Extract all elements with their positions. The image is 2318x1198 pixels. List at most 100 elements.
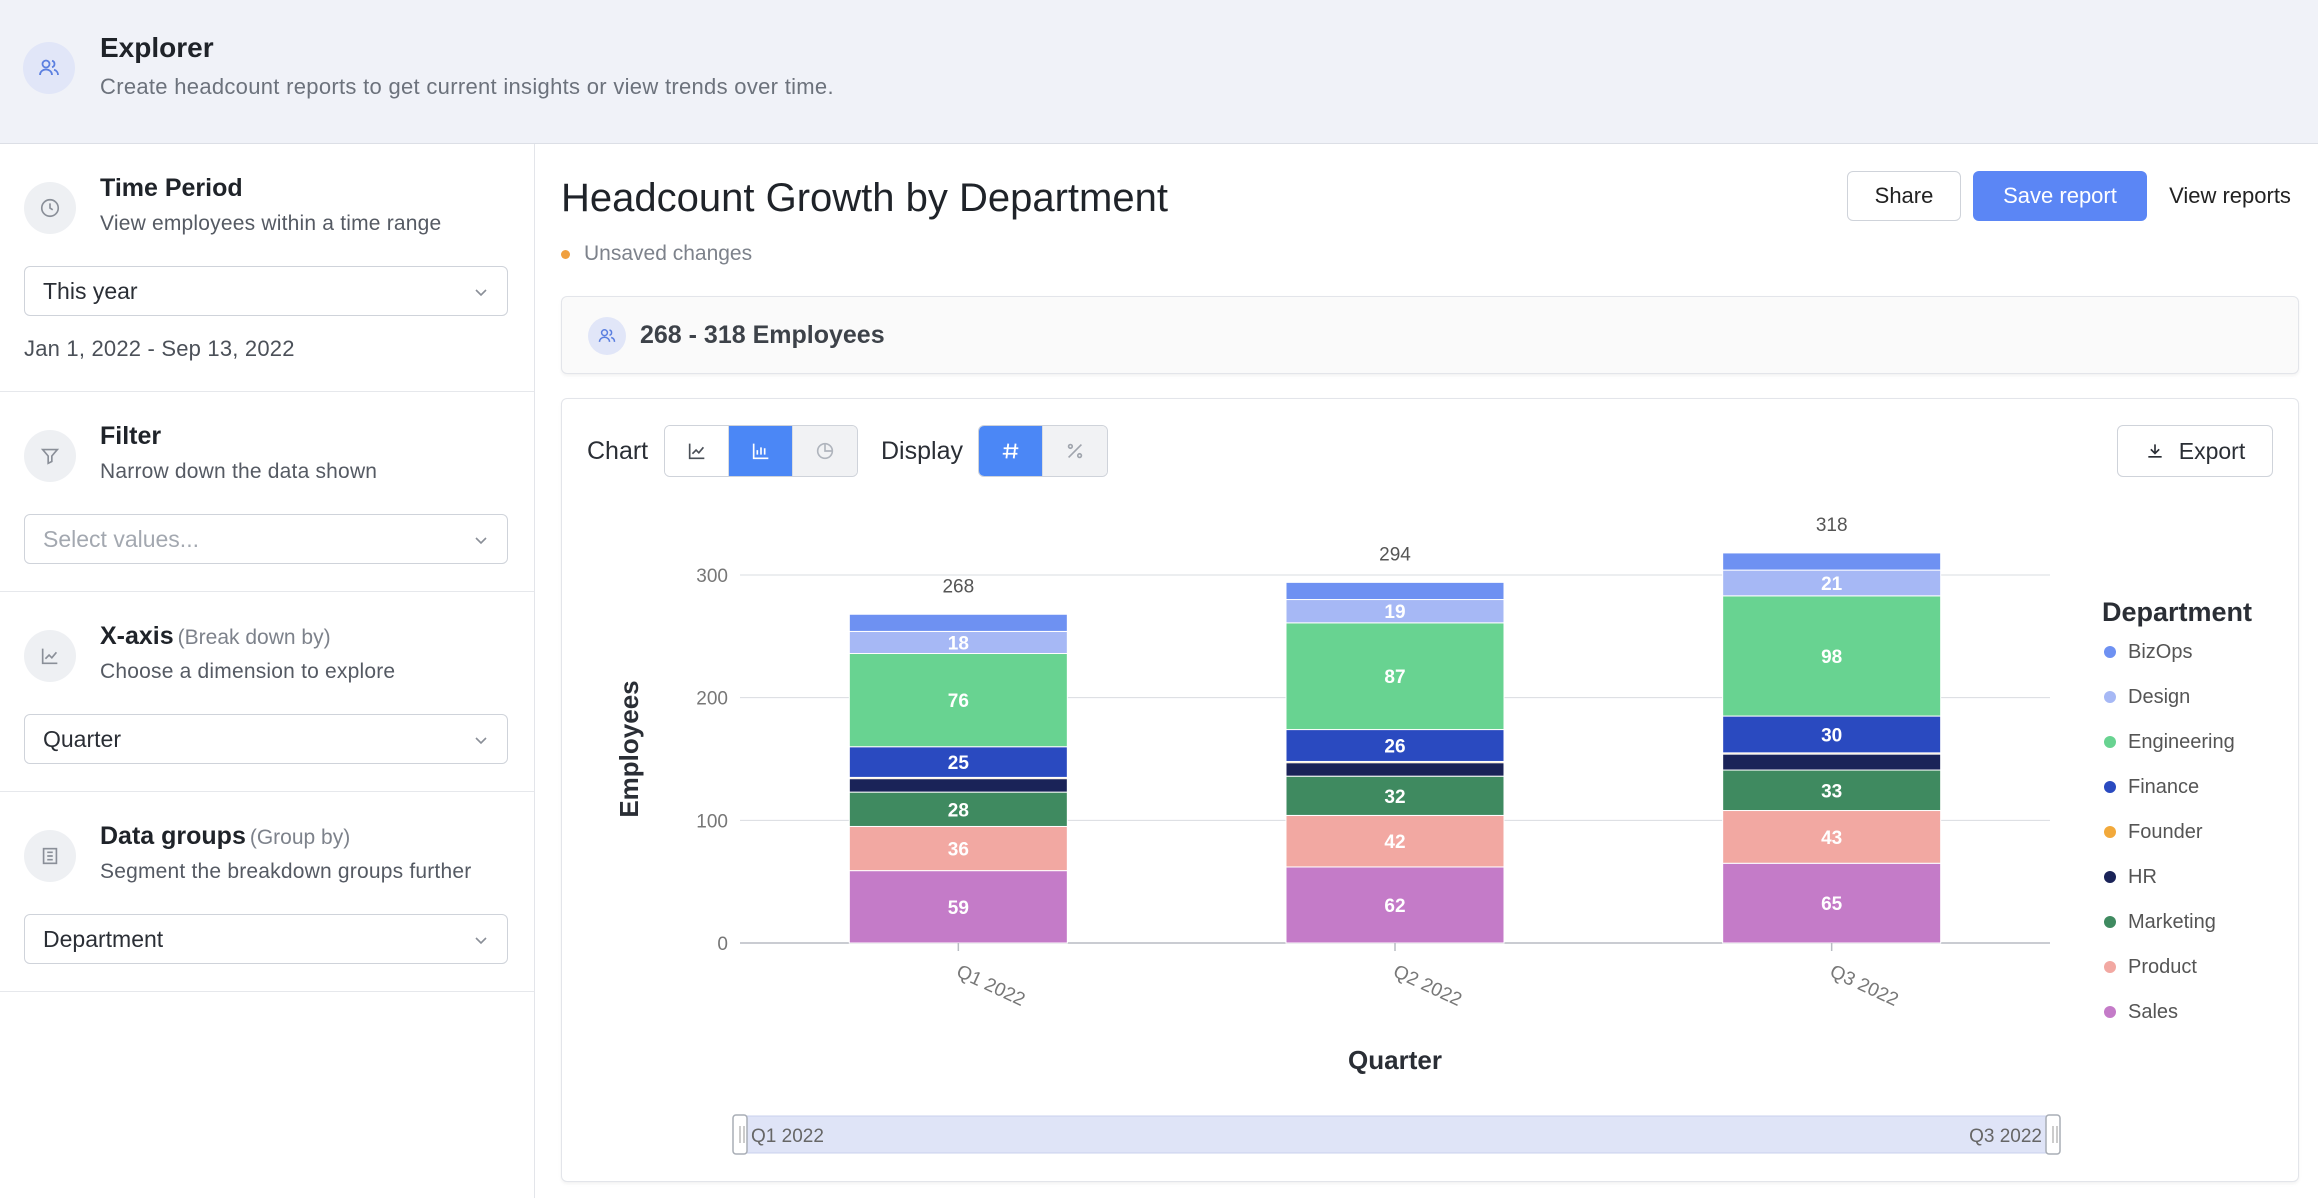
bar-segment-bizops <box>848 613 1068 632</box>
legend-swatch-product <box>2104 961 2116 973</box>
x-axis-title: X-axis (Break down by) <box>100 622 331 651</box>
total-label: 268 <box>942 576 974 597</box>
data-label: 32 <box>1384 787 1405 808</box>
y-tick-label: 300 <box>696 566 728 587</box>
legend-swatch-founder <box>2104 826 2116 838</box>
time-period-select[interactable]: This year <box>24 266 508 316</box>
filter-section: Filter Narrow down the data shown Select… <box>0 392 534 592</box>
data-label: 98 <box>1821 647 1842 668</box>
data-groups-description: Segment the breakdown groups further <box>100 860 472 883</box>
save-report-button[interactable]: Save report <box>1973 171 2147 221</box>
data-label: 33 <box>1821 781 1842 802</box>
y-tick-label: 200 <box>696 689 728 710</box>
percent-icon <box>1067 443 1083 459</box>
chevron-down-icon <box>475 289 487 297</box>
building-icon <box>24 830 76 882</box>
pie-chart-option[interactable] <box>793 426 857 476</box>
x-tick-label: Q3 2022 <box>1827 961 1902 1011</box>
legend-swatch-finance <box>2104 781 2116 793</box>
bar-segment-sales <box>1722 862 1942 944</box>
unsaved-dot <box>561 249 570 259</box>
data-groups-title-text: Data groups <box>100 822 246 850</box>
data-label: 43 <box>1821 828 1842 849</box>
x-axis-select[interactable]: Quarter <box>24 714 508 764</box>
legend-title: Department <box>2102 597 2252 627</box>
export-button[interactable]: Export <box>2117 425 2273 477</box>
data-label: 25 <box>948 753 970 774</box>
data-label: 87 <box>1384 667 1405 688</box>
bar-segment-hr <box>848 778 1068 793</box>
date-range-text: Jan 1, 2022 - Sep 13, 2022 <box>24 336 295 361</box>
data-label: 76 <box>948 691 969 712</box>
legend-swatch-design <box>2104 691 2116 703</box>
data-label: 65 <box>1821 894 1843 915</box>
bar-segment-product <box>848 825 1068 872</box>
bar-segment-bizops <box>1722 552 1942 571</box>
x-tick-label: Q1 2022 <box>953 961 1028 1011</box>
legend-item-marketing: Marketing <box>2128 911 2216 933</box>
legend-item-finance: Finance <box>2128 776 2199 798</box>
legend-swatch-hr <box>2104 871 2116 883</box>
x-tick-label: Q2 2022 <box>1390 961 1465 1011</box>
range-slider-track <box>734 1115 2059 1154</box>
legend-item-design: Design <box>2128 686 2190 708</box>
time-period-section: Time Period View employees within a time… <box>0 144 534 392</box>
percent-display-option[interactable] <box>1043 426 1107 476</box>
pie-chart-icon <box>816 442 834 460</box>
app-title: Explorer <box>100 32 214 63</box>
legend-item-hr: HR <box>2128 866 2157 888</box>
y-tick-label: 0 <box>717 934 728 955</box>
number-display-option[interactable] <box>979 426 1043 476</box>
line-chart-option[interactable] <box>665 426 729 476</box>
total-label: 294 <box>1379 544 1411 565</box>
x-axis-section: X-axis (Break down by) Choose a dimension… <box>0 592 534 792</box>
time-period-title: Time Period <box>100 174 243 202</box>
legend-swatch-marketing <box>2104 916 2116 928</box>
data-groups-select[interactable]: Department <box>24 914 508 964</box>
chevron-down-icon <box>475 537 487 545</box>
bar-segment-marketing <box>1722 769 1942 812</box>
data-groups-section: Data groups (Group by) Segment the breakd… <box>0 792 534 992</box>
legend-swatch-sales <box>2104 1006 2116 1018</box>
range-start-label: Q1 2022 <box>751 1126 824 1147</box>
total-label: 318 <box>1816 515 1848 536</box>
unsaved-indicator: Unsaved changes <box>561 242 752 266</box>
bar-segment-hr <box>1722 753 1942 771</box>
x-axis-description: Choose a dimension to explore <box>100 660 396 683</box>
chevron-down-icon <box>475 937 487 945</box>
y-axis-title: Employees <box>614 680 644 817</box>
data-label: 42 <box>1384 832 1405 853</box>
data-label: 19 <box>1384 602 1405 623</box>
time-period-value: This year <box>43 277 138 304</box>
legend-item-sales: Sales <box>2128 1001 2178 1023</box>
bar-segment-product <box>1722 810 1942 864</box>
bar-chart-option[interactable] <box>729 426 793 476</box>
data-label: 28 <box>948 800 969 821</box>
chart-card: Chart Display Export 0 100 200 300 59 36 28 25 7… <box>561 398 2299 1182</box>
share-button[interactable]: Share <box>1847 171 1961 221</box>
view-reports-link[interactable]: View reports <box>2169 183 2291 208</box>
bar-segment-hr <box>1285 762 1505 777</box>
data-label: 18 <box>948 633 969 654</box>
line-chart-icon <box>24 630 76 682</box>
app-subtitle: Create headcount reports to get current … <box>100 74 834 99</box>
users-icon <box>23 42 75 94</box>
bar-segment-sales <box>1285 866 1505 944</box>
app-header: Explorer Create headcount reports to get… <box>0 0 2318 144</box>
bar-segment-engineering <box>848 653 1068 748</box>
range-end-label: Q3 2022 <box>1969 1126 2042 1147</box>
unsaved-text: Unsaved changes <box>584 242 753 265</box>
filter-placeholder: Select values... <box>43 525 199 552</box>
users-icon <box>588 317 626 355</box>
data-groups-title: Data groups (Group by) <box>100 822 350 851</box>
data-label: 21 <box>1821 574 1843 595</box>
bar-segment-product <box>1285 814 1505 868</box>
line-chart-icon <box>688 443 704 460</box>
data-label: 62 <box>1384 896 1405 917</box>
report-title: Headcount Growth by Department <box>561 176 1168 220</box>
chart-type-toggle <box>664 425 858 477</box>
download-icon <box>2148 444 2162 458</box>
filter-select[interactable]: Select values... <box>24 514 508 564</box>
x-axis-hint: (Break down by) <box>177 626 331 649</box>
headcount-chart: 0 100 200 300 59 36 28 25 76 18 268 Q1 2022 62 42 32 26… <box>614 515 2252 1155</box>
